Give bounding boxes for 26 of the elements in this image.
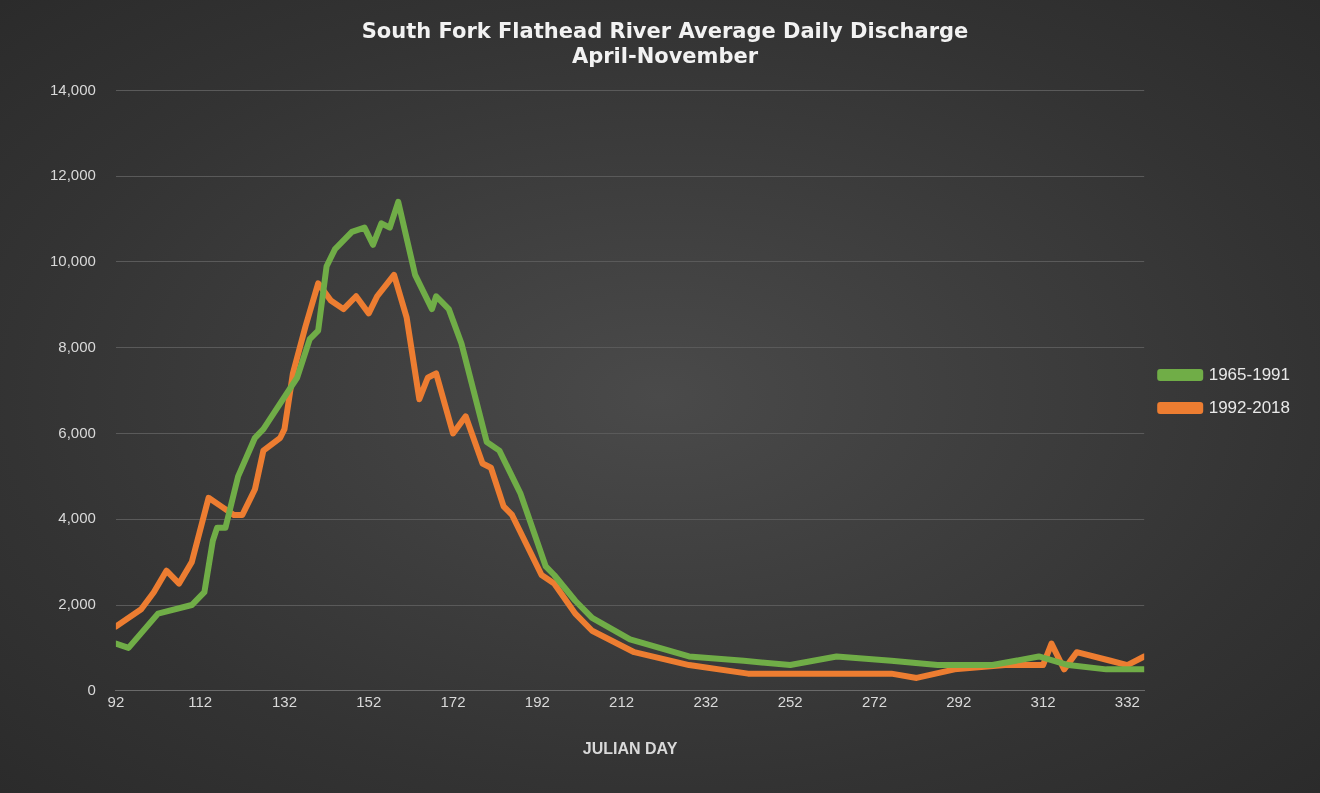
x-tick-label: 152 xyxy=(356,692,382,710)
x-tick-label: 192 xyxy=(524,692,550,710)
y-tick-label: 4,000 xyxy=(58,509,96,527)
x-tick-label: 212 xyxy=(609,692,635,710)
x-tick-label: 332 xyxy=(1114,692,1140,710)
y-tick-label: 8,000 xyxy=(58,337,96,355)
y-tick-label: 0 xyxy=(87,680,96,698)
x-tick-label: 92 xyxy=(107,692,125,710)
x-tick-label: 172 xyxy=(440,692,466,710)
x-tick-label: 292 xyxy=(946,692,972,710)
y-tick-label: 12,000 xyxy=(49,166,96,184)
x-axis-title: JULIAN DAY xyxy=(582,739,678,757)
x-tick-label: 272 xyxy=(861,692,887,710)
chart-subtitle: April-November xyxy=(571,44,759,69)
y-tick-label: 14,000 xyxy=(49,80,96,98)
x-tick-label: 112 xyxy=(188,692,213,710)
y-tick-label: 6,000 xyxy=(58,423,96,441)
x-tick-label: 232 xyxy=(693,692,719,710)
x-tick-label: 132 xyxy=(271,692,297,710)
y-tick-label: 2,000 xyxy=(58,595,96,613)
legend-label: 1992-2018 xyxy=(1208,397,1291,417)
x-tick-label: 252 xyxy=(777,692,803,710)
x-tick-label: 312 xyxy=(1030,692,1056,710)
legend-label: 1965-1991 xyxy=(1208,364,1291,384)
y-tick-label: 10,000 xyxy=(49,252,96,270)
chart-title: South Fork Flathead River Average Daily Discharge xyxy=(361,19,969,44)
